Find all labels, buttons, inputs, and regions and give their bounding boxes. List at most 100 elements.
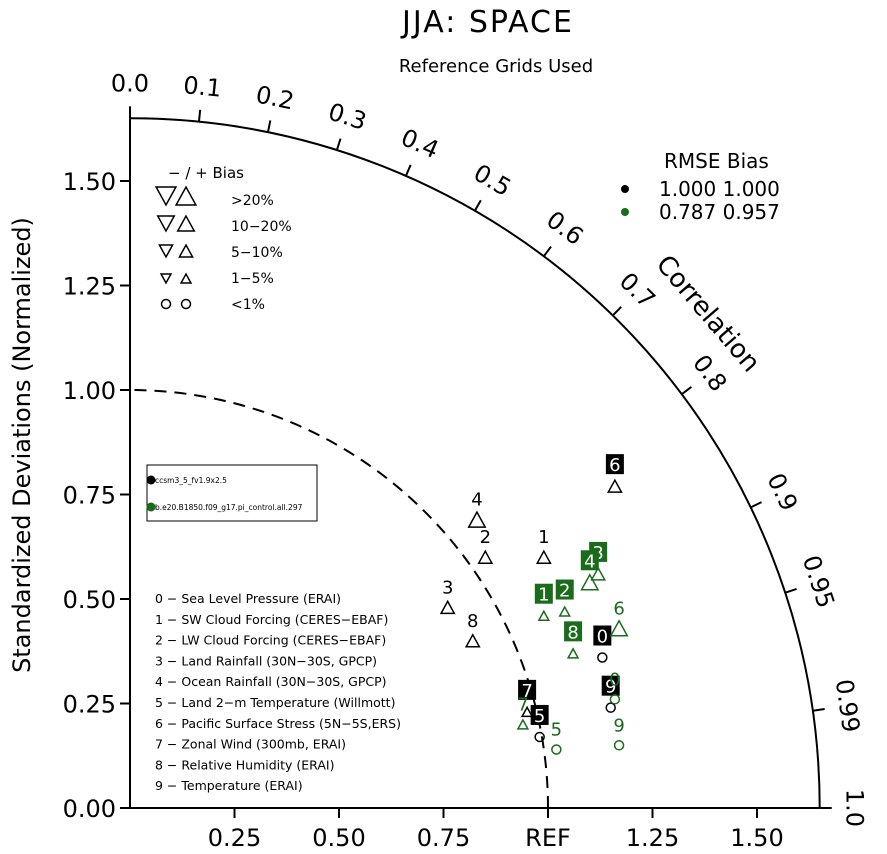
data-point-label: 2 [480, 527, 491, 548]
correlation-tick-mark [335, 138, 342, 151]
data-point-marker [590, 566, 607, 581]
data-point-marker [464, 633, 481, 648]
data-point-label: 0 [609, 669, 620, 690]
correlation-tick-mark [750, 501, 762, 509]
variable-legend-item: 1 − SW Cloud Forcing (CERES−EBAF) [155, 612, 388, 627]
data-point-marker [439, 599, 456, 615]
data-point: 0 [593, 625, 612, 663]
data-point-label: 9 [605, 677, 616, 698]
rmse-legend-value: 1.000 1.000 [659, 177, 780, 201]
x-tick-label: 0.25 [208, 824, 261, 852]
y-tick-label: 1.50 [63, 168, 116, 196]
legends-layer: − / + Bias >20% 10−20% 5−10% 1−5% <1% RMSE Bia… [146, 149, 780, 793]
bias-legend-circle [180, 298, 192, 310]
bias-legend-row: 10−20% [156, 214, 292, 235]
data-point-label: 8 [467, 611, 478, 632]
data-point-label-box [534, 583, 553, 604]
bias-legend-label: 5−10% [231, 245, 283, 261]
data-point-label-box [555, 579, 574, 600]
correlation-tick-label: 0.5 [469, 159, 516, 202]
data-point-label: 6 [609, 455, 620, 476]
data-point-marker [580, 573, 600, 591]
correlation-tick-mark [612, 306, 622, 317]
data-point: 5 [551, 719, 562, 755]
correlation-tick-mark [784, 587, 797, 594]
x-tick-label: 1.50 [730, 824, 783, 852]
data-point: 6 [605, 454, 624, 493]
y-tick-label: 1.25 [63, 273, 116, 301]
y-tick-label: 0.00 [63, 795, 116, 823]
correlation-tick-label: 0.95 [797, 552, 840, 612]
rmse-legend-dot [621, 208, 629, 216]
data-point-marker [609, 619, 629, 637]
bias-legend-down-triangle [158, 244, 174, 259]
variable-legend-item: 8 − Relative Humidity (ERAI) [155, 757, 334, 772]
data-point: 7 [518, 679, 537, 718]
data-point: 4 [580, 550, 600, 591]
data-point-label: 6 [613, 598, 624, 619]
case-legend-label: ccsm3_5_fv1.9x2.5 [155, 476, 227, 485]
data-point: 5 [530, 704, 549, 743]
data-point-marker [613, 740, 625, 751]
bias-legend-label: 1−5% [231, 271, 274, 287]
variable-legend-item: 2 − LW Cloud Forcing (CERES−EBAF) [155, 633, 386, 648]
data-point-label: 5 [551, 719, 562, 740]
bias-legend-header: − / + Bias [168, 164, 244, 182]
rmse-legend-value: 0.787 0.957 [659, 200, 780, 224]
correlation-tick-label: 0.99 [830, 677, 865, 734]
correlation-tick-mark [266, 120, 272, 133]
y-axis-label: Standardized Deviations (Normalized) [8, 217, 36, 673]
bias-legend-row: 5−10% [158, 243, 283, 261]
data-point-marker [605, 702, 616, 713]
data-point-marker [597, 652, 608, 663]
variable-legend-item: 5 − Land 2−m Temperature (Willmott) [155, 695, 395, 710]
correlation-tick-mark [543, 246, 552, 257]
variable-legend-item: 9 − Temperature (ERAI) [155, 778, 303, 793]
correlation-tick-label: 0.9 [761, 469, 803, 516]
data-point-marker [467, 510, 487, 528]
x-tick-label: 0.50 [312, 824, 365, 852]
case-legend-dot [146, 502, 156, 512]
data-point-label-box [601, 675, 620, 696]
data-point: 8 [464, 611, 481, 648]
data-point: 2 [555, 579, 574, 617]
bias-legend-circle [160, 298, 172, 310]
bias-legend-label: >20% [231, 193, 274, 209]
data-point-label-box [593, 625, 612, 646]
chart-subtitle: Reference Grids Used [399, 56, 593, 77]
x-tick-label: 1.25 [626, 824, 679, 852]
bias-legend-label: 10−20% [231, 219, 292, 235]
bias-legend-row: 1−5% [159, 271, 274, 287]
correlation-tick-label: 0.0 [111, 69, 149, 97]
variable-legend-item: 3 − Land Rainfall (30N−30S, GPCP) [155, 653, 377, 668]
data-point-label: 8 [567, 622, 578, 643]
data-point-label: 9 [613, 715, 624, 736]
bias-legend-down-triangle [156, 215, 176, 233]
data-point: 2 [477, 527, 494, 564]
correlation-tick-label: 0.3 [325, 98, 370, 136]
y-tick-label: 0.75 [63, 482, 116, 510]
data-point-label: 7 [521, 681, 532, 702]
correlation-tick-mark [404, 164, 412, 177]
data-point: 0 [609, 669, 621, 705]
correlation-tick-label: 0.2 [253, 80, 296, 115]
x-tick-label: 0.75 [417, 824, 470, 852]
data-point-marker [558, 605, 571, 617]
bias-legend-row: <1% [160, 297, 265, 313]
data-point: 6 [609, 598, 629, 637]
data-point-label-box [518, 679, 537, 700]
data-point: 4 [467, 490, 487, 528]
correlation-tick-mark [681, 386, 692, 395]
data-point-label: 1 [538, 585, 549, 606]
data-point-marker [566, 647, 580, 659]
data-point: 3 [439, 577, 456, 615]
data-point: 1 [534, 583, 553, 621]
data-point-label-box [580, 550, 599, 571]
case-legend-label: b.e20.B1850.f09_g17.pi_control.all.297 [155, 503, 303, 512]
correlation-tick-label: 1.0 [841, 789, 869, 827]
y-tick-label: 0.50 [63, 586, 116, 614]
data-point-marker [537, 609, 551, 621]
variable-legend-item: 0 − Sea Level Pressure (ERAI) [155, 591, 341, 606]
variable-legend-item: 4 − Ocean Rainfall (30N−30S, GPCP) [155, 674, 387, 689]
y-tick-label: 1.00 [63, 377, 116, 405]
